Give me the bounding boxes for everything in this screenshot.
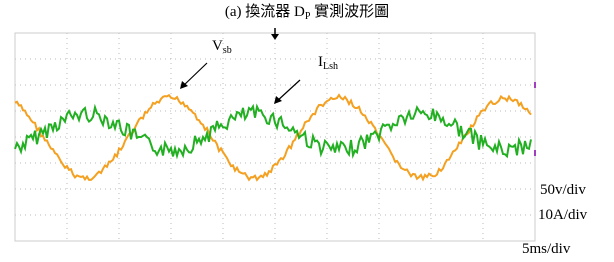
ilsh-label: ILsh (318, 54, 338, 72)
voltage-scale: 50v/div (540, 182, 586, 198)
vsb-label: Vsb (212, 38, 232, 56)
trigger-arrow (271, 34, 279, 40)
label-subscript: sb (223, 45, 232, 56)
ilsh-arrow (276, 80, 300, 102)
scope-grid (15, 33, 535, 241)
title-text: 實測波形圖 (310, 2, 389, 20)
current-scale: 10A/div (538, 207, 588, 223)
title-text: (a) 換流器 D (225, 3, 305, 20)
figure-title: (a) 換流器 DP 實測波形圖 (225, 2, 389, 22)
label-text: V (212, 38, 223, 54)
current-waveform (15, 107, 531, 157)
page: (a) 換流器 DP 實測波形圖 Vsb ILsh 50v/div 10A/di… (0, 0, 614, 262)
time-scale: 5ms/div (522, 241, 571, 257)
vsb-arrow (182, 63, 207, 87)
scope-figure: (a) 換流器 DP 實測波形圖 Vsb ILsh 50v/div 10A/di… (0, 0, 614, 262)
label-subscript: Lsh (323, 61, 338, 72)
voltage-waveform (15, 95, 531, 180)
